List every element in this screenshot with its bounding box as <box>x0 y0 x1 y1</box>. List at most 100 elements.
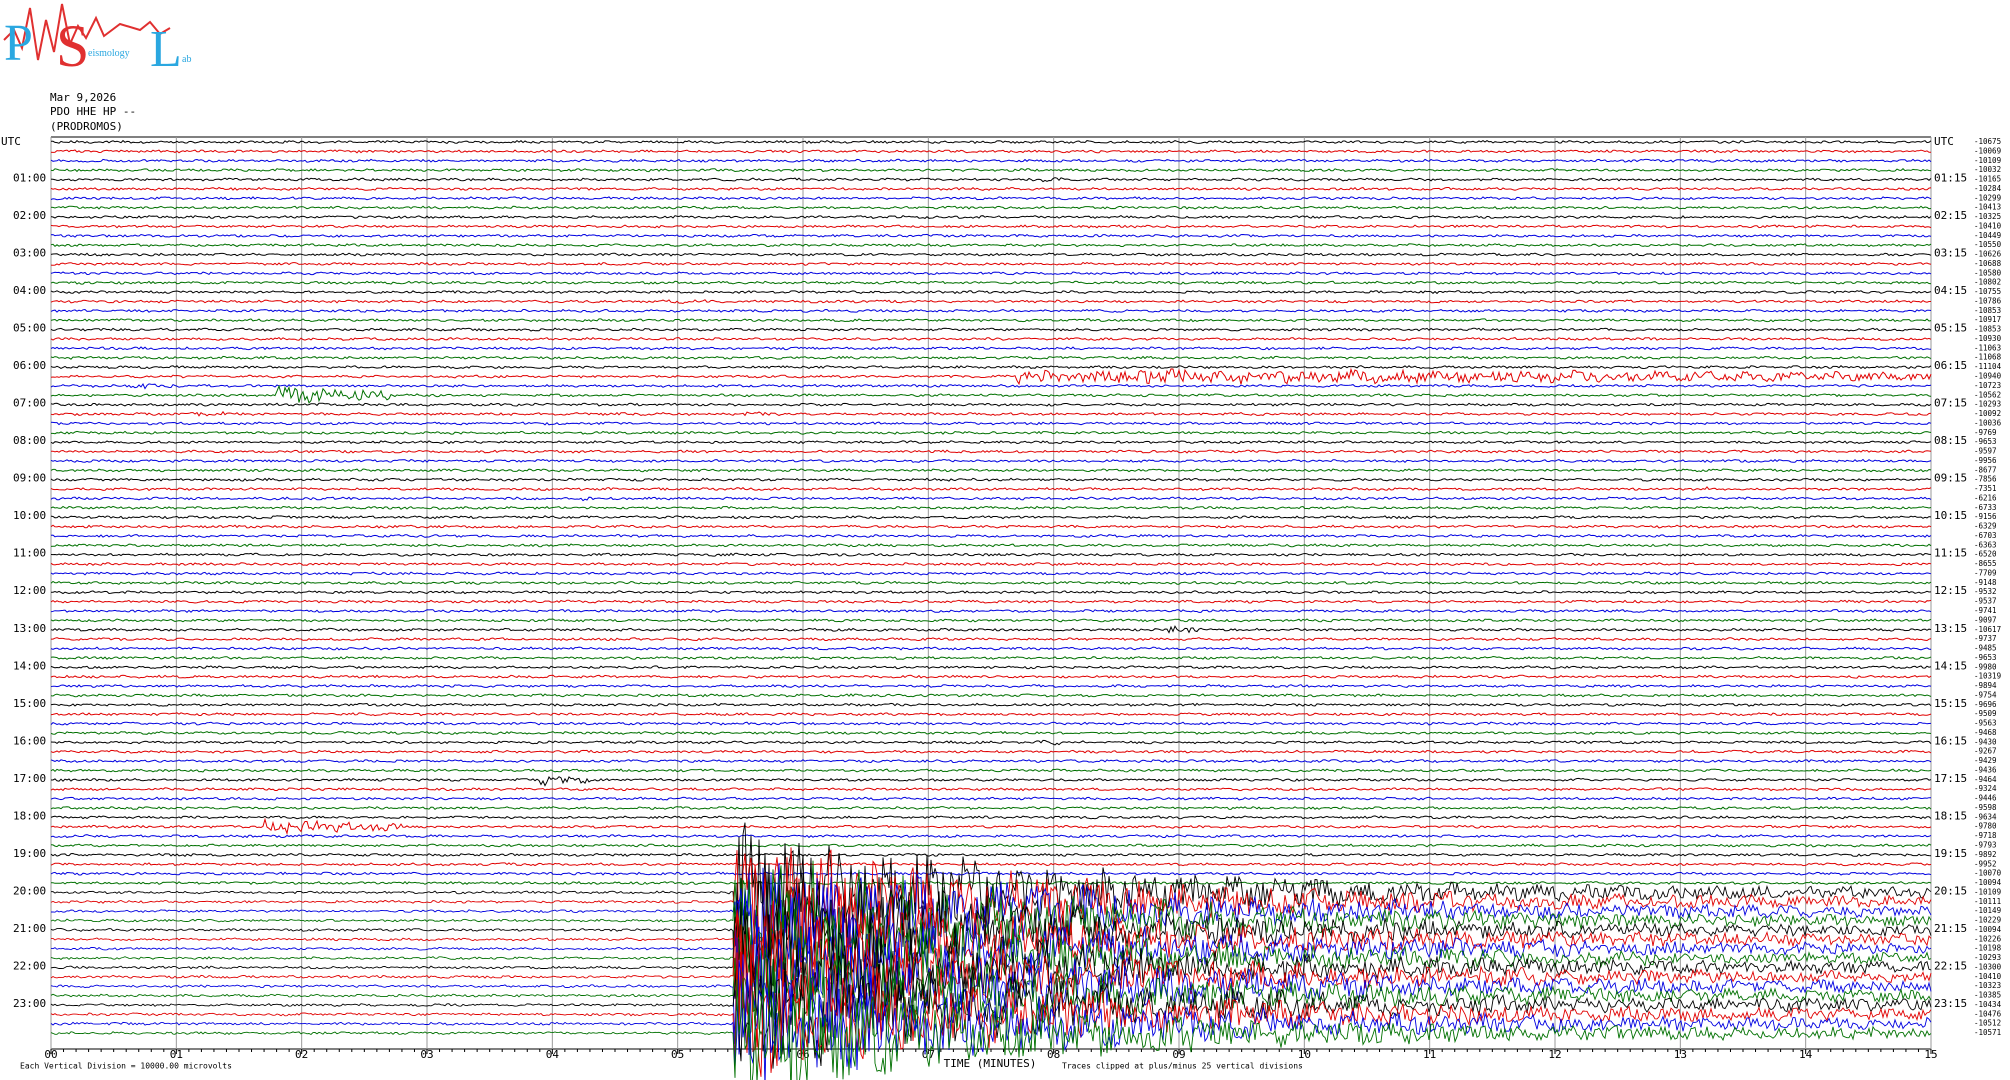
left-time-label: 17:00 <box>13 772 46 785</box>
left-time-label: 06:00 <box>13 359 46 372</box>
logo-s: S <box>56 13 89 79</box>
offset-label: -9980 <box>1974 662 1997 671</box>
trace <box>50 959 1932 1080</box>
right-time-label: 09:15 <box>1934 472 1967 485</box>
offset-label: -11104 <box>1974 362 2002 371</box>
left-time-label: 18:00 <box>13 809 46 822</box>
trace <box>50 280 1932 285</box>
left-time-label: 07:00 <box>13 397 46 410</box>
left-time-label: UTC <box>1 135 21 148</box>
offset-label: -9532 <box>1974 587 1997 596</box>
offset-label: -9468 <box>1974 728 1997 737</box>
offset-label: -10410 <box>1974 221 2002 230</box>
trace <box>50 327 1932 332</box>
offset-label: -10917 <box>1974 315 2001 324</box>
left-time-label: 10:00 <box>13 509 46 522</box>
trace <box>50 214 1932 220</box>
right-time-label: 07:15 <box>1934 397 1967 410</box>
offset-label: -9741 <box>1974 606 1997 615</box>
right-time-label: 23:15 <box>1934 997 1967 1010</box>
left-time-label: 22:00 <box>13 959 46 972</box>
offset-label: -9097 <box>1974 615 1997 624</box>
offset-label: -9148 <box>1974 578 1997 587</box>
right-time-label: 20:15 <box>1934 884 1967 897</box>
offset-label: -6703 <box>1974 531 1997 540</box>
right-time-label: 04:15 <box>1934 284 1967 297</box>
offset-label: -10626 <box>1974 250 2002 259</box>
offset-label: -10111 <box>1974 897 2001 906</box>
offset-label: -9597 <box>1974 447 1997 456</box>
trace <box>50 862 1932 987</box>
offset-label: -10413 <box>1974 203 2001 212</box>
offset-label: -10550 <box>1974 240 2002 249</box>
trace <box>50 879 1932 1016</box>
offset-label: -10198 <box>1974 944 2002 953</box>
trace <box>50 367 1932 386</box>
trace <box>50 252 1932 257</box>
offset-label: -10675 <box>1974 137 2001 146</box>
trace <box>50 543 1932 548</box>
offset-label: -6363 <box>1974 540 1997 549</box>
offset-label: -10325 <box>1974 212 2001 221</box>
trace <box>50 299 1931 305</box>
left-time-label: 19:00 <box>13 847 46 860</box>
trace <box>50 243 1932 248</box>
x-tick-label: 13 <box>1674 1048 1687 1061</box>
right-time-label: 08:15 <box>1934 434 1967 447</box>
offset-label: -9156 <box>1974 512 1997 521</box>
trace <box>50 590 1932 595</box>
offset-label: -10323 <box>1974 981 2001 990</box>
trace <box>50 904 1932 1017</box>
trace <box>50 665 1932 670</box>
trace <box>50 860 1932 975</box>
trace <box>50 759 1932 764</box>
right-time-label: 02:15 <box>1934 209 1967 222</box>
right-time-label: 21:15 <box>1934 922 1967 935</box>
logo-wave <box>3 3 171 61</box>
trace <box>50 872 1932 1002</box>
trace <box>50 355 1932 360</box>
left-time-label: 09:00 <box>13 472 46 485</box>
trace <box>50 168 1932 173</box>
offset-label: -10092 <box>1974 409 2001 418</box>
trace <box>50 852 1932 857</box>
trace <box>50 402 1932 407</box>
location: (PRODROMOS) <box>50 120 123 133</box>
trace <box>50 580 1932 585</box>
offset-label: -9793 <box>1974 841 1997 850</box>
left-time-label: 12:00 <box>13 584 46 597</box>
trace <box>50 646 1932 651</box>
trace <box>50 625 1932 634</box>
trace <box>50 817 1932 836</box>
offset-label: -10293 <box>1974 400 2001 409</box>
date: Mar 9,2026 <box>50 91 116 104</box>
right-time-label: 22:15 <box>1934 959 1967 972</box>
right-time-label: 06:15 <box>1934 359 1967 372</box>
left-time-label: 02:00 <box>13 209 46 222</box>
offset-label: -9598 <box>1974 803 1997 812</box>
trace <box>50 730 1932 736</box>
right-time-label: 11:15 <box>1934 547 1967 560</box>
trace <box>50 871 1932 876</box>
x-tick-label: 03 <box>420 1048 433 1061</box>
left-time-label: 13:00 <box>13 622 46 635</box>
offset-label: -10094 <box>1974 925 2002 934</box>
offset-label: -10580 <box>1974 268 2002 277</box>
trace <box>50 496 1932 502</box>
trace <box>50 571 1932 576</box>
left-time-label: 03:00 <box>13 247 46 260</box>
right-time-label: 16:15 <box>1934 734 1967 747</box>
trace <box>50 599 1932 604</box>
offset-label: -10109 <box>1974 887 2001 896</box>
offset-label: -10786 <box>1974 296 2002 305</box>
offset-label: -10036 <box>1974 418 2002 427</box>
trace <box>50 205 1932 210</box>
offset-label: -9894 <box>1974 681 1997 690</box>
offset-label: -10385 <box>1974 991 2001 1000</box>
offset-label: -10284 <box>1974 184 2002 193</box>
trace <box>50 910 1932 1053</box>
trace <box>50 382 1932 390</box>
trace <box>50 346 1932 351</box>
scale-note: Each Vertical Division = 10000.00 microv… <box>20 1062 232 1071</box>
trace <box>50 384 1932 404</box>
